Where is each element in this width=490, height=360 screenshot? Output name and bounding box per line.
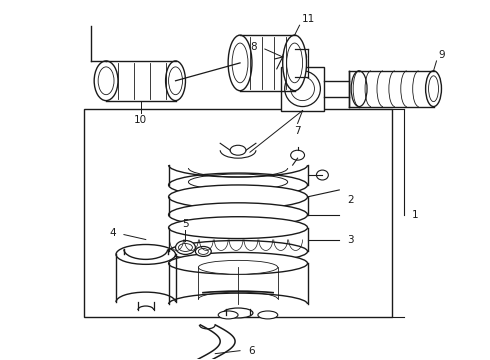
Text: 4: 4: [109, 228, 116, 238]
Text: 6: 6: [248, 346, 255, 356]
Ellipse shape: [169, 203, 308, 227]
Text: 9: 9: [439, 50, 445, 60]
Ellipse shape: [287, 43, 302, 83]
Ellipse shape: [232, 43, 248, 83]
Ellipse shape: [169, 240, 308, 262]
Ellipse shape: [351, 71, 367, 107]
Text: 1: 1: [412, 210, 418, 220]
Ellipse shape: [175, 240, 196, 255]
Text: 5: 5: [182, 219, 189, 229]
Ellipse shape: [189, 174, 288, 190]
Ellipse shape: [198, 248, 208, 255]
Ellipse shape: [230, 145, 246, 155]
Ellipse shape: [288, 53, 301, 61]
Ellipse shape: [94, 61, 118, 100]
Ellipse shape: [258, 311, 278, 319]
Ellipse shape: [178, 243, 193, 251]
Ellipse shape: [228, 35, 252, 91]
Ellipse shape: [98, 67, 114, 95]
Ellipse shape: [196, 247, 211, 256]
Ellipse shape: [283, 35, 307, 91]
Ellipse shape: [291, 150, 305, 160]
Ellipse shape: [283, 49, 307, 65]
Bar: [281, 67, 324, 111]
Ellipse shape: [169, 185, 308, 209]
Ellipse shape: [166, 61, 185, 100]
Text: 3: 3: [347, 234, 354, 244]
Text: 7: 7: [294, 126, 301, 136]
Ellipse shape: [169, 217, 308, 239]
Ellipse shape: [223, 308, 253, 318]
Ellipse shape: [429, 76, 439, 102]
Ellipse shape: [116, 244, 175, 264]
Text: 10: 10: [134, 116, 147, 126]
Bar: [84, 109, 392, 317]
Ellipse shape: [426, 71, 441, 107]
Ellipse shape: [169, 173, 308, 197]
Text: 11: 11: [301, 14, 315, 24]
Ellipse shape: [285, 71, 320, 107]
Ellipse shape: [291, 77, 315, 100]
Ellipse shape: [169, 67, 182, 95]
Ellipse shape: [169, 252, 308, 274]
Ellipse shape: [198, 260, 278, 274]
Ellipse shape: [218, 311, 238, 319]
Ellipse shape: [317, 170, 328, 180]
Text: 8: 8: [250, 42, 257, 52]
Text: 2: 2: [347, 195, 354, 205]
